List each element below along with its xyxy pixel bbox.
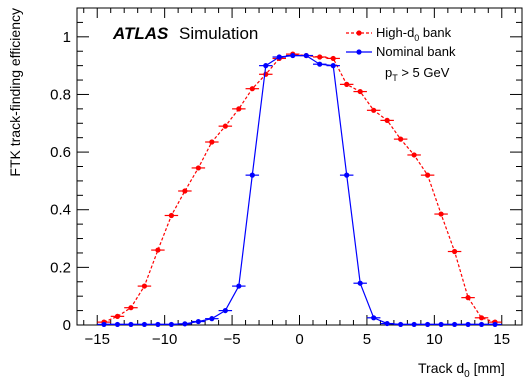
x-tick-label: −15 (85, 331, 110, 348)
data-point (128, 305, 134, 311)
legend-marker-high-d0 (356, 30, 362, 36)
data-point (303, 52, 309, 59)
data-point (141, 321, 148, 328)
y-tick-label: 0.8 (50, 86, 71, 103)
legend: High-d0 bank Nominal bank (346, 25, 456, 59)
axes: −15 −10 −5 0 5 10 15 0 0.2 0.4 0.6 0.8 1 (50, 7, 523, 348)
data-point (114, 321, 121, 328)
legend-entry-high-d0: High-d0 bank (346, 25, 452, 43)
data-point (236, 283, 242, 289)
data-point (222, 307, 228, 314)
data-point (478, 321, 485, 328)
pt-cut-sub: T (392, 73, 398, 83)
data-point (141, 283, 148, 289)
data-point (209, 139, 215, 145)
y-tick-label: 1 (63, 29, 71, 46)
x-tick-label: 5 (363, 331, 371, 348)
legend-label-high-d0: High-d0 bank (376, 25, 452, 43)
x-tick-label: −10 (152, 331, 177, 348)
legend-label-nominal: Nominal bank (376, 44, 456, 59)
data-point (425, 172, 431, 178)
y-tick-label: 0.6 (50, 144, 71, 161)
y-tick-label: 0 (63, 317, 71, 334)
data-point (451, 248, 458, 255)
data-point (114, 313, 121, 319)
data-point (357, 88, 363, 95)
y-axis-label: FTK track-finding efficiency (7, 8, 23, 177)
x-axis-label: Track d0 [mm] (418, 360, 505, 380)
pt-cut-main: p (385, 65, 392, 80)
data-point (330, 55, 336, 62)
data-point (101, 321, 107, 328)
data-point (249, 86, 255, 92)
data-point (195, 165, 201, 171)
data-point (236, 106, 242, 112)
data-point (465, 295, 471, 301)
data-point (276, 54, 282, 60)
x-tick-label: 15 (493, 331, 510, 348)
data-point (411, 152, 417, 158)
data-point (344, 172, 350, 178)
data-point (182, 188, 188, 194)
data-point (128, 321, 134, 328)
legend-marker-nominal (356, 49, 362, 55)
data-point (465, 321, 471, 328)
legend-entry-nominal: Nominal bank (346, 44, 456, 59)
data-point (478, 315, 485, 321)
data-point (438, 321, 444, 328)
simulation-label: Simulation (179, 24, 258, 43)
x-tick-label: −5 (224, 331, 241, 348)
data-point (155, 247, 161, 253)
atlas-label: ATLAS (112, 24, 169, 43)
data-point (263, 63, 269, 69)
y-tick-label: 0.2 (50, 259, 71, 276)
data-point (492, 321, 498, 328)
data-point (317, 61, 323, 67)
data-point (249, 172, 255, 178)
data-point (317, 54, 323, 60)
data-point (290, 52, 296, 59)
pt-cut-rest: > 5 GeV (398, 65, 450, 80)
data-point (398, 321, 404, 328)
series-layer (97, 51, 502, 328)
data-point (384, 320, 390, 327)
data-point (155, 321, 161, 328)
series-1 (97, 52, 502, 328)
series-line-1 (104, 54, 495, 325)
data-point (411, 321, 417, 328)
data-point (344, 81, 350, 87)
series-line-0 (103, 53, 496, 323)
data-point (398, 136, 404, 142)
data-point (357, 280, 363, 286)
data-point (209, 316, 215, 322)
data-point (330, 63, 336, 69)
data-point (451, 321, 458, 328)
data-point (438, 211, 444, 217)
x-tick-label: 0 (295, 331, 303, 348)
data-point (222, 123, 228, 129)
y-tick-label: 0.4 (50, 202, 71, 219)
data-point (168, 321, 174, 328)
data-point (425, 321, 431, 328)
data-point (371, 315, 377, 321)
data-point (195, 318, 201, 325)
data-point (384, 117, 390, 123)
pt-cut-note: pT > 5 GeV (385, 65, 450, 83)
data-point (371, 107, 377, 113)
data-point (168, 212, 174, 219)
data-point (182, 321, 188, 327)
series-0 (97, 51, 502, 325)
x-tick-label: 10 (426, 331, 443, 348)
